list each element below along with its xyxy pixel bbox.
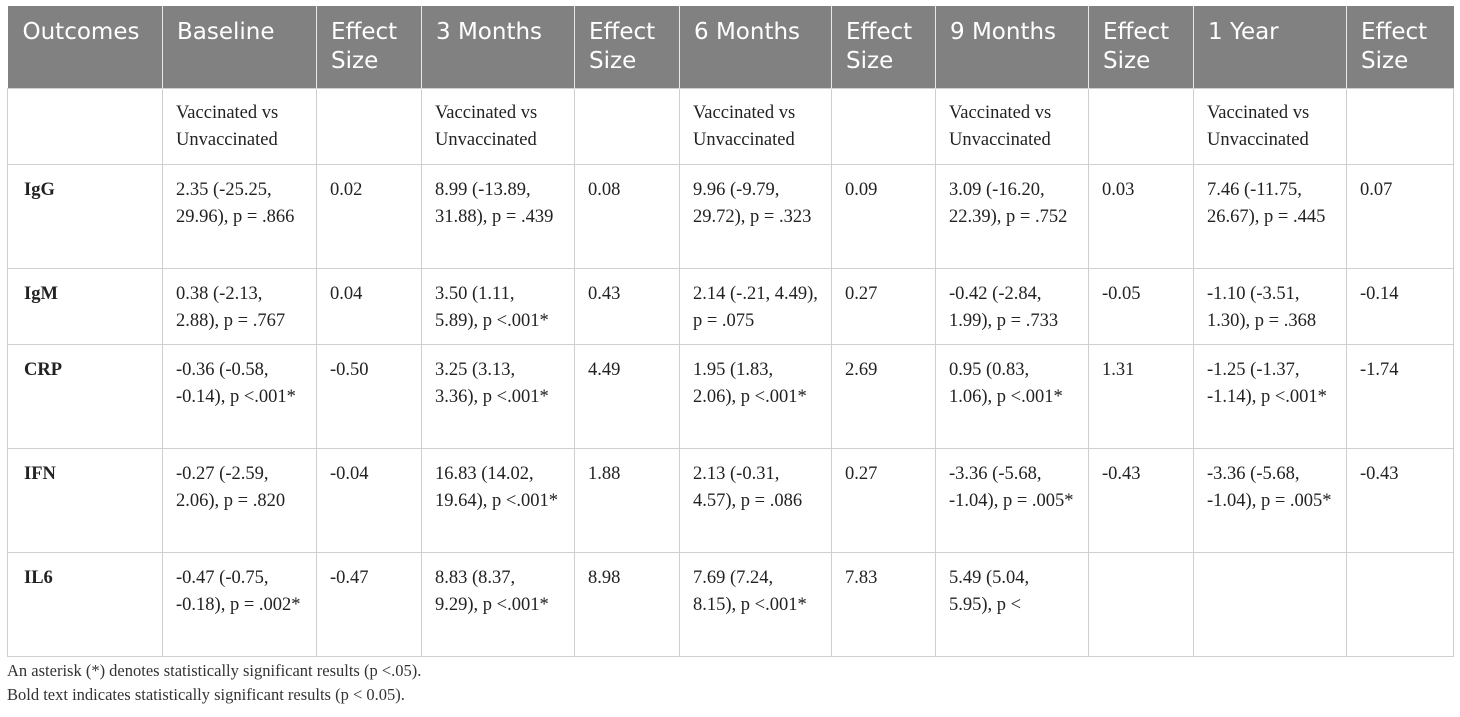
comparison-row: Vaccinated vs Unvaccinated Vaccinated vs… bbox=[7, 88, 1454, 165]
header-effect-size-9-months: Effect Size bbox=[1088, 6, 1194, 89]
value-cell: 3.25 (3.13, 3.36), p <.001* bbox=[421, 344, 575, 449]
outcome-label: IgG bbox=[7, 164, 163, 269]
value-cell: -0.27 (-2.59, 2.06), p = .820 bbox=[162, 448, 317, 553]
value-cell bbox=[1193, 552, 1347, 657]
table-cell bbox=[1346, 88, 1454, 165]
header-baseline: Baseline bbox=[162, 6, 317, 89]
table-cell bbox=[831, 88, 936, 165]
table-cell bbox=[1088, 88, 1194, 165]
comparison-label: Vaccinated vs Unvaccinated bbox=[679, 88, 832, 165]
effect-size-cell: -0.05 bbox=[1088, 268, 1194, 345]
effect-size-cell: 0.09 bbox=[831, 164, 936, 269]
header-effect-size-3-months: Effect Size bbox=[574, 6, 680, 89]
value-cell: 0.95 (0.83, 1.06), p <.001* bbox=[935, 344, 1089, 449]
footnote-asterisk: An asterisk (*) denotes statistically si… bbox=[7, 661, 422, 680]
table-cell bbox=[316, 88, 422, 165]
value-cell: 7.69 (7.24, 8.15), p <.001* bbox=[679, 552, 832, 657]
header-effect-size-baseline: Effect Size bbox=[316, 6, 422, 89]
effect-size-cell: 2.69 bbox=[831, 344, 936, 449]
header-3-months: 3 Months bbox=[421, 6, 575, 89]
value-cell: 9.96 (-9.79, 29.72), p = .323 bbox=[679, 164, 832, 269]
value-cell: 2.13 (-0.31, 4.57), p = .086 bbox=[679, 448, 832, 553]
effect-size-cell: 0.43 bbox=[574, 268, 680, 345]
value-cell: -0.36 (-0.58, -0.14), p <.001* bbox=[162, 344, 317, 449]
outcome-label: IFN bbox=[7, 448, 163, 553]
value-cell: 0.38 (-2.13, 2.88), p = .767 bbox=[162, 268, 317, 345]
effect-size-cell bbox=[1088, 552, 1194, 657]
value-cell: -1.10 (-3.51, 1.30), p = .368 bbox=[1193, 268, 1347, 345]
effect-size-cell: 0.27 bbox=[831, 268, 936, 345]
comparison-label: Vaccinated vs Unvaccinated bbox=[1193, 88, 1347, 165]
effect-size-cell: 0.03 bbox=[1088, 164, 1194, 269]
value-cell: 1.95 (1.83, 2.06), p <.001* bbox=[679, 344, 832, 449]
value-cell: 2.35 (-25.25, 29.96), p = .866 bbox=[162, 164, 317, 269]
effect-size-cell: 4.49 bbox=[574, 344, 680, 449]
value-cell: -1.25 (-1.37, -1.14), p <.001* bbox=[1193, 344, 1347, 449]
outcome-label: IgM bbox=[7, 268, 163, 345]
header-effect-size-6-months: Effect Size bbox=[831, 6, 936, 89]
effect-size-cell: -0.04 bbox=[316, 448, 422, 553]
header-6-months: 6 Months bbox=[679, 6, 832, 89]
effect-size-cell: 0.04 bbox=[316, 268, 422, 345]
value-cell: 5.49 (5.04, 5.95), p < bbox=[935, 552, 1089, 657]
table-row-crp: CRP -0.36 (-0.58, -0.14), p <.001* -0.50… bbox=[7, 344, 1454, 449]
table-cell bbox=[7, 88, 163, 165]
outcome-label: IL6 bbox=[7, 552, 163, 657]
comparison-label: Vaccinated vs Unvaccinated bbox=[162, 88, 317, 165]
table-row-ifn: IFN -0.27 (-2.59, 2.06), p = .820 -0.04 … bbox=[7, 448, 1454, 553]
value-cell: -3.36 (-5.68, -1.04), p = .005* bbox=[1193, 448, 1347, 553]
value-cell: 3.09 (-16.20, 22.39), p = .752 bbox=[935, 164, 1089, 269]
effect-size-cell: -0.50 bbox=[316, 344, 422, 449]
header-outcomes: Outcomes bbox=[7, 6, 163, 89]
value-cell: -0.42 (-2.84, 1.99), p = .733 bbox=[935, 268, 1089, 345]
effect-size-cell: -0.43 bbox=[1346, 448, 1454, 553]
effect-size-cell bbox=[1346, 552, 1454, 657]
header-1-year: 1 Year bbox=[1193, 6, 1347, 89]
header-effect-size-1-year: Effect Size bbox=[1346, 6, 1454, 89]
value-cell: 3.50 (1.11, 5.89), p <.001* bbox=[421, 268, 575, 345]
results-table: Outcomes Baseline Effect Size 3 Months E… bbox=[7, 6, 1454, 657]
effect-size-cell: 0.02 bbox=[316, 164, 422, 269]
table-footnotes: An asterisk (*) denotes statistically si… bbox=[7, 659, 421, 707]
header-9-months: 9 Months bbox=[935, 6, 1089, 89]
table-row-igm: IgM 0.38 (-2.13, 2.88), p = .767 0.04 3.… bbox=[7, 268, 1454, 345]
value-cell: -3.36 (-5.68, -1.04), p = .005* bbox=[935, 448, 1089, 553]
effect-size-cell: 1.88 bbox=[574, 448, 680, 553]
effect-size-cell: 0.27 bbox=[831, 448, 936, 553]
footnote-bold: Bold text indicates statistically signif… bbox=[7, 685, 405, 704]
effect-size-cell: 8.98 bbox=[574, 552, 680, 657]
effect-size-cell: 0.08 bbox=[574, 164, 680, 269]
outcome-label: CRP bbox=[7, 344, 163, 449]
table-row-il6: IL6 -0.47 (-0.75, -0.18), p = .002* -0.4… bbox=[7, 552, 1454, 657]
value-cell: 7.46 (-11.75, 26.67), p = .445 bbox=[1193, 164, 1347, 269]
effect-size-cell: -0.14 bbox=[1346, 268, 1454, 345]
effect-size-cell: 0.07 bbox=[1346, 164, 1454, 269]
effect-size-cell: -1.74 bbox=[1346, 344, 1454, 449]
effect-size-cell: -0.43 bbox=[1088, 448, 1194, 553]
value-cell: 2.14 (-.21, 4.49), p = .075 bbox=[679, 268, 832, 345]
table-row-igg: IgG 2.35 (-25.25, 29.96), p = .866 0.02 … bbox=[7, 164, 1454, 269]
value-cell: 16.83 (14.02, 19.64), p <.001* bbox=[421, 448, 575, 553]
table-cell bbox=[574, 88, 680, 165]
effect-size-cell: 7.83 bbox=[831, 552, 936, 657]
value-cell: 8.99 (-13.89, 31.88), p = .439 bbox=[421, 164, 575, 269]
effect-size-cell: -0.47 bbox=[316, 552, 422, 657]
value-cell: -0.47 (-0.75, -0.18), p = .002* bbox=[162, 552, 317, 657]
comparison-label: Vaccinated vs Unvaccinated bbox=[935, 88, 1089, 165]
value-cell: 8.83 (8.37, 9.29), p <.001* bbox=[421, 552, 575, 657]
effect-size-cell: 1.31 bbox=[1088, 344, 1194, 449]
comparison-label: Vaccinated vs Unvaccinated bbox=[421, 88, 575, 165]
header-row: Outcomes Baseline Effect Size 3 Months E… bbox=[7, 6, 1454, 89]
